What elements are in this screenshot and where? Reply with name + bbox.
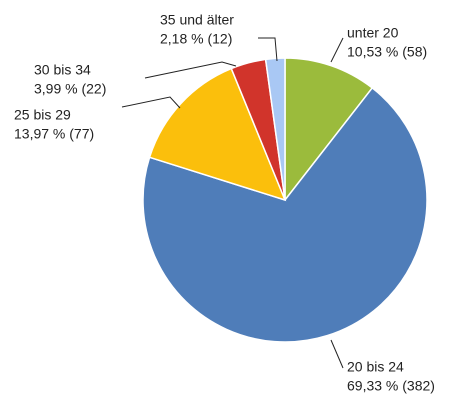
value-label: 2,18 % (12) (160, 31, 232, 47)
slice-label: 35 und älter (160, 12, 234, 28)
pie-slice (142, 86, 428, 343)
pie-slice (284, 57, 374, 203)
value-label: 69,33 % (382) (347, 378, 435, 394)
pie-slice (148, 67, 287, 202)
pie-slice (264, 57, 286, 201)
slice-label: 20 bis 24 (347, 359, 404, 375)
leader-line (144, 61, 237, 79)
leader-line (330, 37, 344, 63)
value-label: 3,99 % (22) (34, 81, 106, 97)
leader-line (330, 339, 344, 369)
value-label: 13,97 % (77) (14, 126, 94, 142)
value-label: 10,53 % (58) (347, 44, 427, 60)
slice-label: 25 bis 29 (14, 107, 71, 123)
slice-label: unter 20 (347, 25, 399, 41)
leader-line (121, 96, 181, 109)
slice-label: 30 bis 34 (34, 62, 91, 78)
leader-line (258, 37, 278, 62)
